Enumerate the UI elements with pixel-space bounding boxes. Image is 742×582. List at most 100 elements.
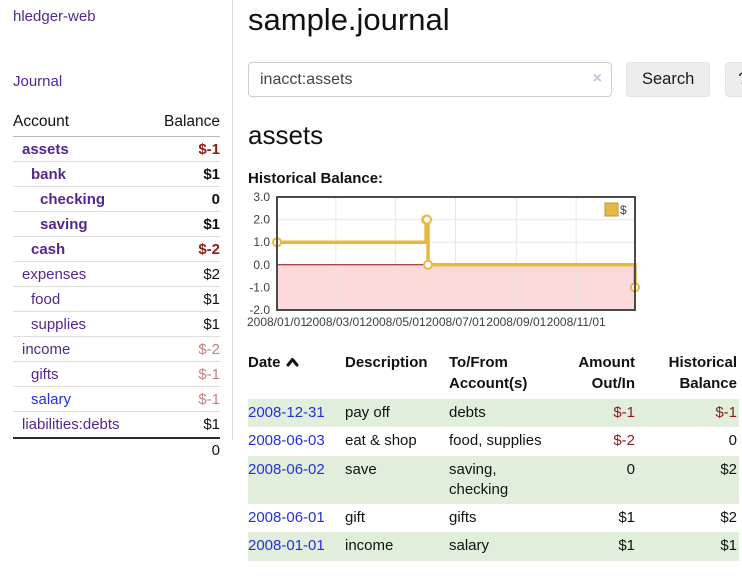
account-balance: $1	[203, 165, 220, 183]
account-balance: $-1	[198, 365, 220, 383]
balance-chart-svg: 3.0 2.0 1.0 0.0 -1.0 -2.02008/01/012008/03/01…	[247, 192, 640, 329]
transaction-description: income	[345, 532, 449, 561]
svg-text:2008/03/01: 2008/03/01	[306, 315, 366, 329]
account-row: salary $-1	[13, 387, 220, 412]
accounts-total: 0	[13, 437, 220, 462]
svg-text:2008/05/01: 2008/05/01	[366, 315, 426, 329]
transaction-row: 2008-06-02 save saving, checking 0 $2	[248, 455, 739, 504]
transaction-description: save	[345, 455, 449, 504]
transaction-date-link[interactable]: 2008-06-03	[248, 432, 325, 450]
svg-text:3.0: 3.0	[253, 192, 270, 204]
svg-text:2008/09/01: 2008/09/01	[486, 315, 546, 329]
transaction-amount: $1	[618, 509, 635, 526]
help-button[interactable]: ?	[725, 62, 742, 97]
account-balance: $1	[203, 315, 220, 333]
transaction-amount: $-1	[567, 399, 647, 428]
account-row: assets $-1	[13, 137, 220, 162]
accounts-table-header: Account Balance	[13, 110, 220, 137]
transaction-accounts: debts	[449, 399, 567, 428]
accounts-header-balance: Balance	[163, 113, 220, 130]
transaction-accounts: saving, checking	[449, 455, 567, 504]
search-form: × Search ?	[248, 62, 742, 97]
account-balance: 0	[211, 190, 220, 208]
transaction-date-link[interactable]: 2008-12-31	[248, 404, 325, 421]
clear-search-icon[interactable]: ×	[592, 70, 602, 87]
account-link-expenses[interactable]: expenses	[22, 265, 87, 283]
svg-text:2008/01/01: 2008/01/01	[247, 315, 307, 329]
account-link-cash[interactable]: cash	[31, 240, 66, 258]
accounts-rows: assets $-1 bank $1 checking 0 saving $1 cash $-2 e…	[13, 137, 220, 437]
accounts-header-account: Account	[13, 113, 70, 130]
account-row: gifts $-1	[13, 362, 220, 387]
balance-chart: 3.0 2.0 1.0 0.0 -1.0 -2.0 2008/01/01 2008/03/01…	[241, 192, 742, 332]
register-header-balance: Historical Balance	[668, 354, 737, 392]
transaction-amount: 0	[567, 455, 647, 504]
account-link-salary[interactable]: salary	[31, 390, 72, 408]
svg-text:2.0: 2.0	[253, 213, 270, 227]
register-table: Date Description To/From Account(s) Amou…	[248, 346, 739, 561]
svg-text:2008/07/01: 2008/07/01	[425, 315, 485, 329]
search-button[interactable]: Search	[626, 62, 711, 97]
account-row: liabilities:debts $1	[13, 412, 220, 437]
transaction-amount: $-2	[613, 432, 635, 450]
account-link-gifts[interactable]: gifts	[31, 365, 59, 383]
transaction-amount: $1	[567, 532, 647, 561]
account-heading: assets	[248, 120, 324, 150]
account-balance: $1	[203, 215, 220, 233]
account-link-bank[interactable]: bank	[31, 165, 67, 183]
account-link-assets[interactable]: assets	[22, 140, 69, 158]
sort-ascending-icon	[286, 358, 299, 367]
transaction-date-link[interactable]: 2008-01-01	[248, 537, 325, 555]
search-input[interactable]	[248, 62, 612, 97]
transaction-balance: $2	[647, 455, 739, 504]
account-link-liabilities-debts[interactable]: liabilities:debts	[22, 416, 120, 433]
transaction-row: 2008-12-31 pay off debts $-1 $-1	[248, 399, 739, 428]
account-link-saving[interactable]: saving	[40, 215, 88, 233]
svg-text:-1.0: -1.0	[249, 280, 270, 294]
svg-text:0.0: 0.0	[253, 258, 270, 272]
register-header-accounts: To/From Account(s)	[449, 354, 528, 392]
search-input-wrap: ×	[248, 62, 612, 97]
transaction-balance: $1	[647, 532, 739, 561]
transaction-balance: $-1	[647, 399, 739, 428]
transaction-description: gift	[345, 509, 366, 526]
account-balance: $2	[203, 265, 220, 283]
svg-text:-2.0: -2.0	[249, 303, 270, 317]
account-balance: $1	[203, 290, 220, 308]
sidebar-journal-link[interactable]: Journal	[13, 73, 63, 90]
register-header-description: Description	[345, 354, 428, 371]
app-title-link[interactable]: hledger-web	[13, 8, 96, 25]
page-title: sample.journal	[248, 2, 450, 37]
account-row: bank $1	[13, 162, 220, 187]
transaction-row: 2008-01-01 income salary $1 $1	[248, 532, 739, 561]
accounts-table: Account Balance assets $-1 bank $1 checking 0…	[13, 110, 220, 462]
main-content: sample.journal × Search ? assets Histori…	[233, 0, 742, 582]
svg-text:2008/11/01: 2008/11/01	[547, 315, 606, 329]
transaction-date-link[interactable]: 2008-06-01	[248, 509, 325, 526]
register-header-row: Date Description To/From Account(s) Amou…	[248, 346, 739, 399]
transaction-description: pay off	[345, 399, 449, 428]
transaction-date-link[interactable]: 2008-06-02	[248, 460, 325, 478]
chart-title: Historical Balance:	[248, 170, 384, 187]
account-link-income[interactable]: income	[22, 340, 71, 358]
transaction-row: 2008-06-03 eat & shop food, supplies $-2 0	[248, 427, 739, 455]
account-balance: $-1	[198, 390, 220, 408]
account-link-checking[interactable]: checking	[40, 190, 106, 208]
sidebar: hledger-web Journal Account Balance asse…	[0, 0, 233, 459]
account-link-supplies[interactable]: supplies	[31, 315, 87, 333]
svg-text:1.0: 1.0	[253, 235, 270, 249]
account-row: food $1	[13, 287, 220, 312]
transaction-accounts: salary	[449, 532, 567, 561]
account-balance: $-1	[198, 140, 220, 158]
account-link-food[interactable]: food	[31, 290, 61, 308]
sidebar-nav: Journal	[13, 26, 220, 91]
account-balance: $-2	[198, 240, 220, 258]
transaction-balance: 0	[728, 432, 737, 450]
transaction-balance: $2	[720, 509, 737, 526]
transaction-row: 2008-06-01 gift gifts $1 $2	[248, 504, 739, 532]
account-balance: $1	[203, 416, 220, 433]
account-row: supplies $1	[13, 312, 220, 337]
transaction-accounts: gifts	[449, 509, 477, 526]
register-header-date[interactable]: Date	[248, 346, 345, 399]
account-row: expenses $2	[13, 262, 220, 287]
